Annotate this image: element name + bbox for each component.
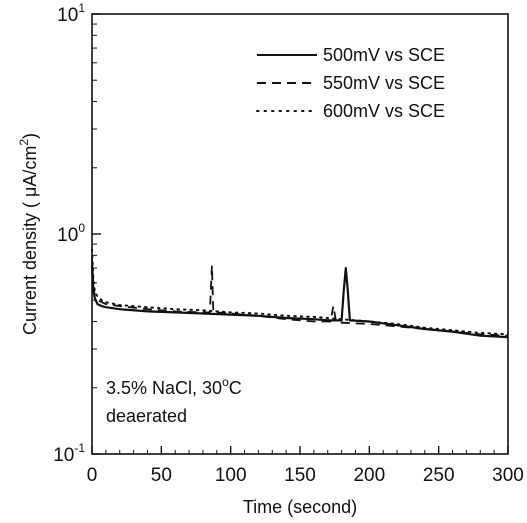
legend-label-550mv: 550mV vs SCE [323, 73, 445, 93]
annotation-sup: o [222, 375, 229, 389]
x-axis-title: Time (second) [243, 497, 357, 517]
y-axis-ticks: 10-1 100 101 [53, 1, 101, 466]
x-tick-label: 300 [492, 465, 524, 486]
annotation-line-1: 3.5% NaCl, 30oC [106, 375, 242, 398]
y-axis-title-base: Current density ( μA/cm [20, 146, 40, 335]
x-axis-ticks: 0 50 100 150 200 250 300 [87, 446, 524, 486]
y-tick-label: 10-1 [53, 441, 85, 466]
x-tick-label: 250 [423, 465, 455, 486]
x-tick-label: 100 [215, 465, 247, 486]
annotation-pre: 3.5% NaCl, 30 [106, 378, 222, 398]
series-line-3 [91, 248, 509, 336]
legend-label-600mv: 600mV vs SCE [323, 101, 445, 121]
series-line-1 [90, 265, 509, 339]
y-axis-title-close: ) [20, 133, 40, 139]
x-tick-label: 50 [151, 465, 172, 486]
annotation-line-2: deaerated [106, 406, 187, 426]
y-axis-title-sup: 2 [17, 139, 31, 146]
x-tick-label: 150 [284, 465, 316, 486]
annotation-post: C [229, 378, 242, 398]
legend-label-500mv: 500mV vs SCE [323, 45, 445, 65]
legend: 500mV vs SCE 550mV vs SCE 600mV vs SCE [256, 45, 445, 121]
series-line-2 [91, 257, 509, 337]
series-layer [90, 248, 509, 339]
y-tick-label: 100 [57, 221, 85, 246]
y-axis-title: Current density ( μA/cm2) [17, 133, 40, 335]
x-tick-label: 200 [353, 465, 385, 486]
y-tick-label: 101 [57, 1, 85, 26]
x-tick-label: 0 [87, 465, 98, 486]
